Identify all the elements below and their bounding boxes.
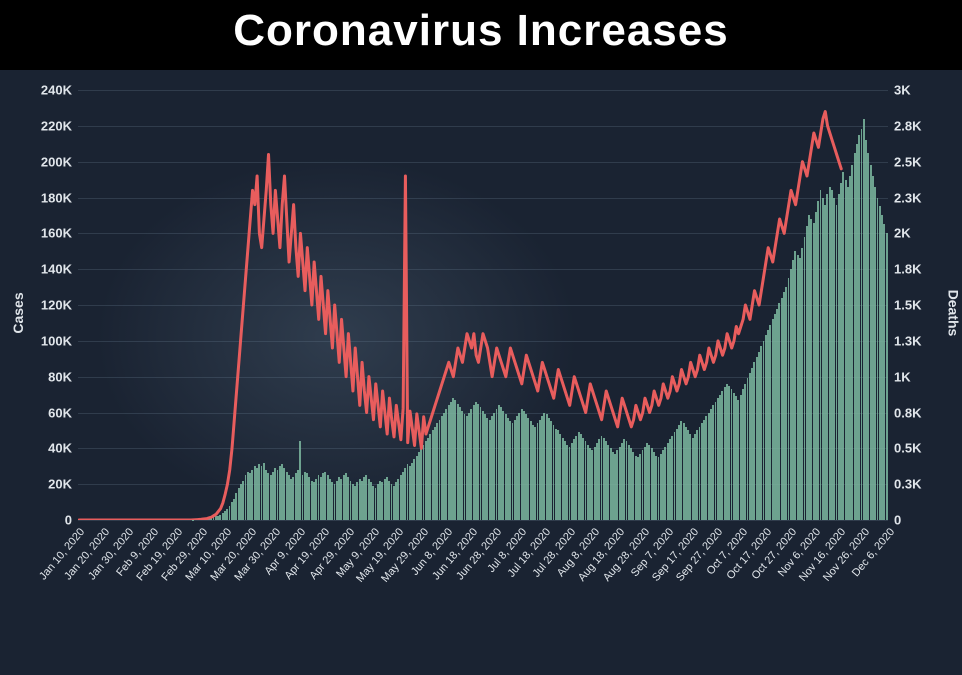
chart-area: Cases Deaths 020K40K60K80K100K120K140K16…: [0, 70, 962, 675]
y-left-tick-label: 140K: [12, 262, 72, 277]
y-left-tick-label: 20K: [12, 477, 72, 492]
y-left-tick-label: 180K: [12, 190, 72, 205]
y-left-tick-label: 60K: [12, 405, 72, 420]
y-left-tick-label: 200K: [12, 154, 72, 169]
chart-title: Coronavirus Increases: [0, 0, 962, 70]
gridline: [78, 520, 888, 521]
y-right-tick-label: 0.3K: [894, 477, 921, 492]
y-left-tick-label: 80K: [12, 369, 72, 384]
y-left-tick-label: 120K: [12, 298, 72, 313]
y-right-axis-title: Deaths: [946, 290, 962, 337]
y-right-tick-label: 2K: [894, 226, 911, 241]
y-left-tick-label: 40K: [12, 441, 72, 456]
y-left-tick-label: 220K: [12, 118, 72, 133]
y-left-tick-label: 0: [12, 513, 72, 528]
deaths-line: [78, 90, 888, 520]
y-right-tick-label: 1K: [894, 369, 911, 384]
y-right-tick-label: 1.3K: [894, 333, 921, 348]
y-right-tick-label: 3K: [894, 83, 911, 98]
y-right-tick-label: 1.5K: [894, 298, 921, 313]
y-right-tick-label: 1.8K: [894, 262, 921, 277]
y-left-tick-label: 240K: [12, 83, 72, 98]
plot-region: [78, 90, 888, 520]
y-right-tick-label: 0.5K: [894, 441, 921, 456]
y-left-tick-label: 160K: [12, 226, 72, 241]
y-right-tick-label: 2.3K: [894, 190, 921, 205]
y-right-tick-label: 0: [894, 513, 901, 528]
y-right-tick-label: 2.8K: [894, 118, 921, 133]
y-left-tick-label: 100K: [12, 333, 72, 348]
y-right-tick-label: 2.5K: [894, 154, 921, 169]
y-right-tick-label: 0.8K: [894, 405, 921, 420]
